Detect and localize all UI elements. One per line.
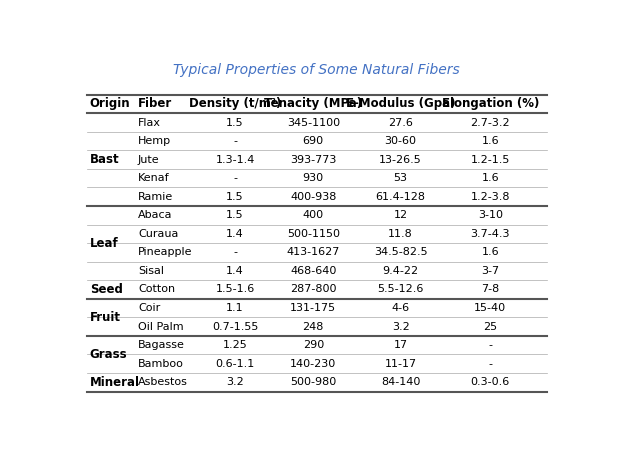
Text: 1.4: 1.4 <box>226 229 244 239</box>
Text: Kenaf: Kenaf <box>138 173 169 183</box>
Text: 500-1150: 500-1150 <box>287 229 340 239</box>
Text: 9.4-22: 9.4-22 <box>383 266 419 276</box>
Text: 4-6: 4-6 <box>392 303 410 313</box>
Text: Fruit: Fruit <box>90 311 121 324</box>
Text: Flax: Flax <box>138 118 161 128</box>
Text: 1.25: 1.25 <box>222 340 247 350</box>
Text: 7-8: 7-8 <box>481 285 499 295</box>
Text: Cotton: Cotton <box>138 285 175 295</box>
Text: 140-230: 140-230 <box>290 359 336 369</box>
Text: 3.2: 3.2 <box>226 377 244 387</box>
Text: Bamboo: Bamboo <box>138 359 184 369</box>
Text: 400-938: 400-938 <box>290 192 336 202</box>
Text: -: - <box>233 136 237 146</box>
Text: Tenacity (MPa): Tenacity (MPa) <box>265 98 362 110</box>
Text: 1.1: 1.1 <box>226 303 244 313</box>
Text: 11-17: 11-17 <box>384 359 417 369</box>
Text: Pineapple: Pineapple <box>138 247 192 257</box>
Text: 393-773: 393-773 <box>290 155 336 165</box>
Text: 1.5: 1.5 <box>226 192 244 202</box>
Text: 248: 248 <box>303 321 324 331</box>
Text: 345-1100: 345-1100 <box>287 118 340 128</box>
Text: Sisal: Sisal <box>138 266 164 276</box>
Text: 11.8: 11.8 <box>388 229 413 239</box>
Text: 131-175: 131-175 <box>290 303 336 313</box>
Text: Density (t/m³): Density (t/m³) <box>189 98 281 110</box>
Text: 12: 12 <box>394 210 408 220</box>
Text: Elongation (%): Elongation (%) <box>442 98 539 110</box>
Text: Curaua: Curaua <box>138 229 179 239</box>
Text: 1.4: 1.4 <box>226 266 244 276</box>
Text: -: - <box>233 173 237 183</box>
Text: 3.2: 3.2 <box>392 321 410 331</box>
Text: 3.7-4.3: 3.7-4.3 <box>470 229 510 239</box>
Text: 3-10: 3-10 <box>478 210 503 220</box>
Text: Ramie: Ramie <box>138 192 173 202</box>
Text: Asbestos: Asbestos <box>138 377 188 387</box>
Text: 84-140: 84-140 <box>381 377 420 387</box>
Text: Bagasse: Bagasse <box>138 340 185 350</box>
Text: -: - <box>488 359 493 369</box>
Text: 17: 17 <box>394 340 408 350</box>
Text: -: - <box>233 247 237 257</box>
Text: 930: 930 <box>303 173 324 183</box>
Text: 2.7-3.2: 2.7-3.2 <box>470 118 510 128</box>
Text: Seed: Seed <box>90 283 122 296</box>
Text: 1.6: 1.6 <box>481 136 499 146</box>
Text: Oil Palm: Oil Palm <box>138 321 184 331</box>
Text: 1.6: 1.6 <box>481 173 499 183</box>
Text: 53: 53 <box>394 173 408 183</box>
Text: 500-980: 500-980 <box>290 377 336 387</box>
Text: 468-640: 468-640 <box>290 266 336 276</box>
Text: 13-26.5: 13-26.5 <box>379 155 422 165</box>
Text: Typical Properties of Some Natural Fibers: Typical Properties of Some Natural Fiber… <box>174 63 460 77</box>
Text: 15-40: 15-40 <box>474 303 506 313</box>
Text: 413-1627: 413-1627 <box>287 247 340 257</box>
Text: 1.2-3.8: 1.2-3.8 <box>470 192 510 202</box>
Text: E-Modulus (Gpa): E-Modulus (Gpa) <box>346 98 455 110</box>
Text: 3-7: 3-7 <box>481 266 499 276</box>
Text: Origin: Origin <box>90 98 130 110</box>
Text: 1.5-1.6: 1.5-1.6 <box>216 285 255 295</box>
Text: Coir: Coir <box>138 303 160 313</box>
Text: 690: 690 <box>303 136 324 146</box>
Text: -: - <box>488 340 493 350</box>
Text: Mineral: Mineral <box>90 376 140 389</box>
Text: 34.5-82.5: 34.5-82.5 <box>374 247 428 257</box>
Text: 1.5: 1.5 <box>226 118 244 128</box>
Text: 61.4-128: 61.4-128 <box>376 192 426 202</box>
Text: 5.5-12.6: 5.5-12.6 <box>378 285 424 295</box>
Text: 400: 400 <box>303 210 324 220</box>
Text: 290: 290 <box>303 340 324 350</box>
Text: 30-60: 30-60 <box>384 136 417 146</box>
Text: 1.6: 1.6 <box>481 247 499 257</box>
Text: 27.6: 27.6 <box>388 118 413 128</box>
Text: 0.3-0.6: 0.3-0.6 <box>471 377 510 387</box>
Text: Leaf: Leaf <box>90 237 119 250</box>
Text: 1.5: 1.5 <box>226 210 244 220</box>
Text: Bast: Bast <box>90 153 119 166</box>
Text: Jute: Jute <box>138 155 159 165</box>
Text: 1.3-1.4: 1.3-1.4 <box>216 155 255 165</box>
Text: 287-800: 287-800 <box>290 285 337 295</box>
Text: 25: 25 <box>483 321 497 331</box>
Text: 0.6-1.1: 0.6-1.1 <box>216 359 255 369</box>
Text: 0.7-1.55: 0.7-1.55 <box>212 321 258 331</box>
Text: 1.2-1.5: 1.2-1.5 <box>471 155 510 165</box>
Text: Hemp: Hemp <box>138 136 171 146</box>
Text: Abaca: Abaca <box>138 210 172 220</box>
Text: Fiber: Fiber <box>138 98 172 110</box>
Text: Grass: Grass <box>90 348 127 361</box>
